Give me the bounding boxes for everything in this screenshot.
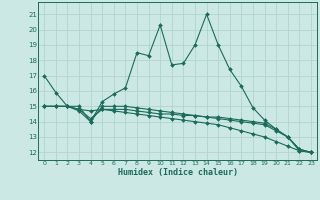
X-axis label: Humidex (Indice chaleur): Humidex (Indice chaleur) <box>118 168 238 177</box>
